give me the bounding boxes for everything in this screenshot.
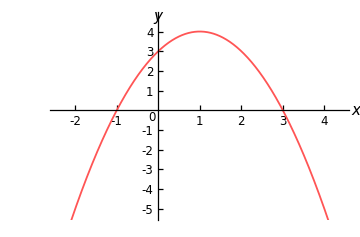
Text: x: x (351, 103, 360, 118)
Text: y: y (154, 9, 163, 24)
Text: 0: 0 (148, 111, 156, 124)
